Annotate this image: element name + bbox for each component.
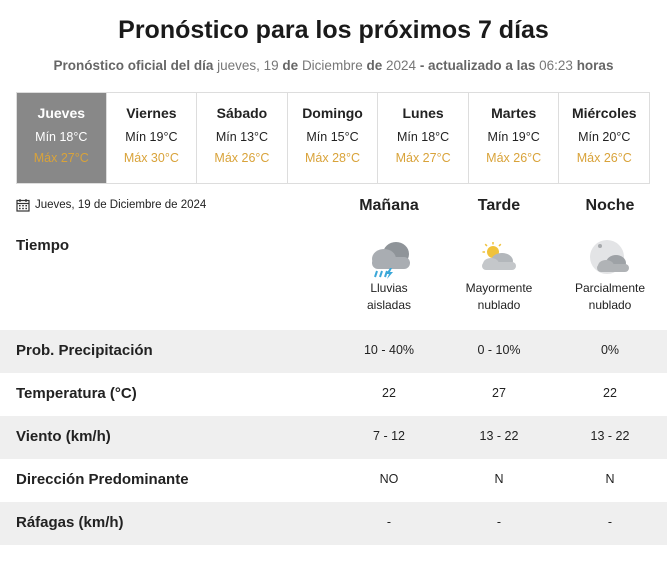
row-prob-precipitacion: Prob. Precipitación 10 - 40% 0 - 10% 0% [0,330,667,373]
weather-desc-line: Parcialmente [574,281,646,295]
row-value: - [386,515,392,529]
day-max-temp: Máx 26°C [486,151,542,165]
weather-desc-noche: Parcialmente nublado [555,280,665,314]
day-min-temp: Mín 19°C [487,130,540,144]
forecast-subtitle: Pronóstico oficial del día jueves, 19 de… [0,58,667,73]
row-value: 13 - 22 [479,429,519,443]
day-name: Domingo [302,105,363,121]
row-value: 13 - 22 [590,429,630,443]
subtitle-time: 06:23 [539,58,573,73]
subtitle-suffix: horas [576,58,614,73]
day-min-temp: Mín 18°C [396,130,450,144]
day-tab-jueves[interactable]: Jueves Mín 18°C Máx 27°C [16,93,107,183]
subtitle-prefix: Pronóstico oficial del día [53,58,214,73]
day-max-temp: Máx 30°C [123,151,179,165]
column-header-noche: Noche [585,197,635,214]
weather-desc-tarde: Mayormente nublado [444,280,554,314]
row-label: Viento (km/h) [16,428,111,445]
day-name: Lunes [402,105,444,121]
weather-desc-line: aisladas [366,298,412,312]
selected-date-text: Jueves, 19 de Diciembre de 2024 [35,199,207,211]
day-min-temp: Mín 19°C [125,130,178,144]
day-tab-viernes[interactable]: Viernes Mín 19°C Máx 30°C [107,93,198,183]
day-tab-sabado[interactable]: Sábado Mín 13°C Máx 26°C [197,93,288,183]
day-tab-domingo[interactable]: Domingo Mín 15°C Máx 28°C [288,93,379,183]
row-value: - [607,515,613,529]
day-name: Martes [491,105,537,121]
subtitle-month: Diciembre [301,58,363,73]
subtitle-de-1: de [282,58,299,73]
rain-cloud-icon [334,237,444,279]
row-value: NO [379,472,399,486]
subtitle-updated: - actualizado a las [419,58,536,73]
day-max-temp: Máx 28°C [305,151,361,165]
row-label: Dirección Predominante [16,471,189,488]
day-tab-miercoles[interactable]: Miércoles Mín 20°C Máx 26°C [559,93,651,183]
row-label: Prob. Precipitación [16,342,153,359]
row-value: 22 [603,386,617,400]
subtitle-year: 2024 [386,58,417,73]
weather-desc-line: Mayormente [465,281,533,295]
day-max-temp: Máx 26°C [214,151,270,165]
subtitle-weekday: jueves, 19 [217,58,279,73]
row-value: 10 - 40% [363,343,415,357]
column-header-tarde: Tarde [477,197,521,214]
weather-desc-line: nublado [588,298,632,312]
row-viento: Viento (km/h) 7 - 12 13 - 22 13 - 22 [0,416,667,459]
row-value: 22 [382,386,396,400]
column-header-manana: Mañana [359,197,419,214]
day-tabs: Jueves Mín 18°C Máx 27°C Viernes Mín 19°… [16,92,651,184]
page-title: Pronóstico para los próximos 7 días [118,16,549,44]
day-min-temp: Mín 20°C [578,130,631,144]
row-rafagas: Ráfagas (km/h) - - - [0,502,667,545]
row-label: Ráfagas (km/h) [16,514,124,531]
selected-date: Jueves, 19 de Diciembre de 2024 [16,198,206,212]
day-min-temp: Mín 13°C [215,130,269,144]
day-max-temp: Máx 26°C [576,151,632,165]
day-name: Miércoles [571,105,637,121]
moon-cloud-icon [555,237,665,279]
weather-desc-line: Lluvias [370,281,408,295]
row-value: 0 - 10% [477,343,521,357]
calendar-icon [16,199,30,212]
sun-cloud-icon [444,237,554,279]
row-value: 7 - 12 [373,429,405,443]
subtitle-de-2: de [366,58,383,73]
day-tab-lunes[interactable]: Lunes Mín 18°C Máx 27°C [378,93,469,183]
row-value: 0% [600,343,620,357]
tiempo-label: Tiempo [16,237,70,254]
day-tab-martes[interactable]: Martes Mín 19°C Máx 26°C [469,93,560,183]
day-max-temp: Máx 27°C [395,151,451,165]
row-value: N [494,472,504,486]
day-min-temp: Mín 18°C [35,130,88,144]
day-name: Jueves [37,105,86,121]
weather-desc-manana: Lluvias aisladas [334,280,444,314]
row-value: - [496,515,502,529]
day-max-temp: Máx 27°C [33,151,89,165]
weather-desc-line: nublado [477,298,521,312]
row-value: 27 [492,386,506,400]
day-name: Sábado [216,105,268,121]
row-label: Temperatura (°C) [16,385,137,402]
row-value: N [605,472,615,486]
day-min-temp: Mín 15°C [306,130,359,144]
day-name: Viernes [126,105,177,121]
row-temperatura: Temperatura (°C) 22 27 22 [0,373,667,416]
row-direccion: Dirección Predominante NO N N [0,459,667,502]
